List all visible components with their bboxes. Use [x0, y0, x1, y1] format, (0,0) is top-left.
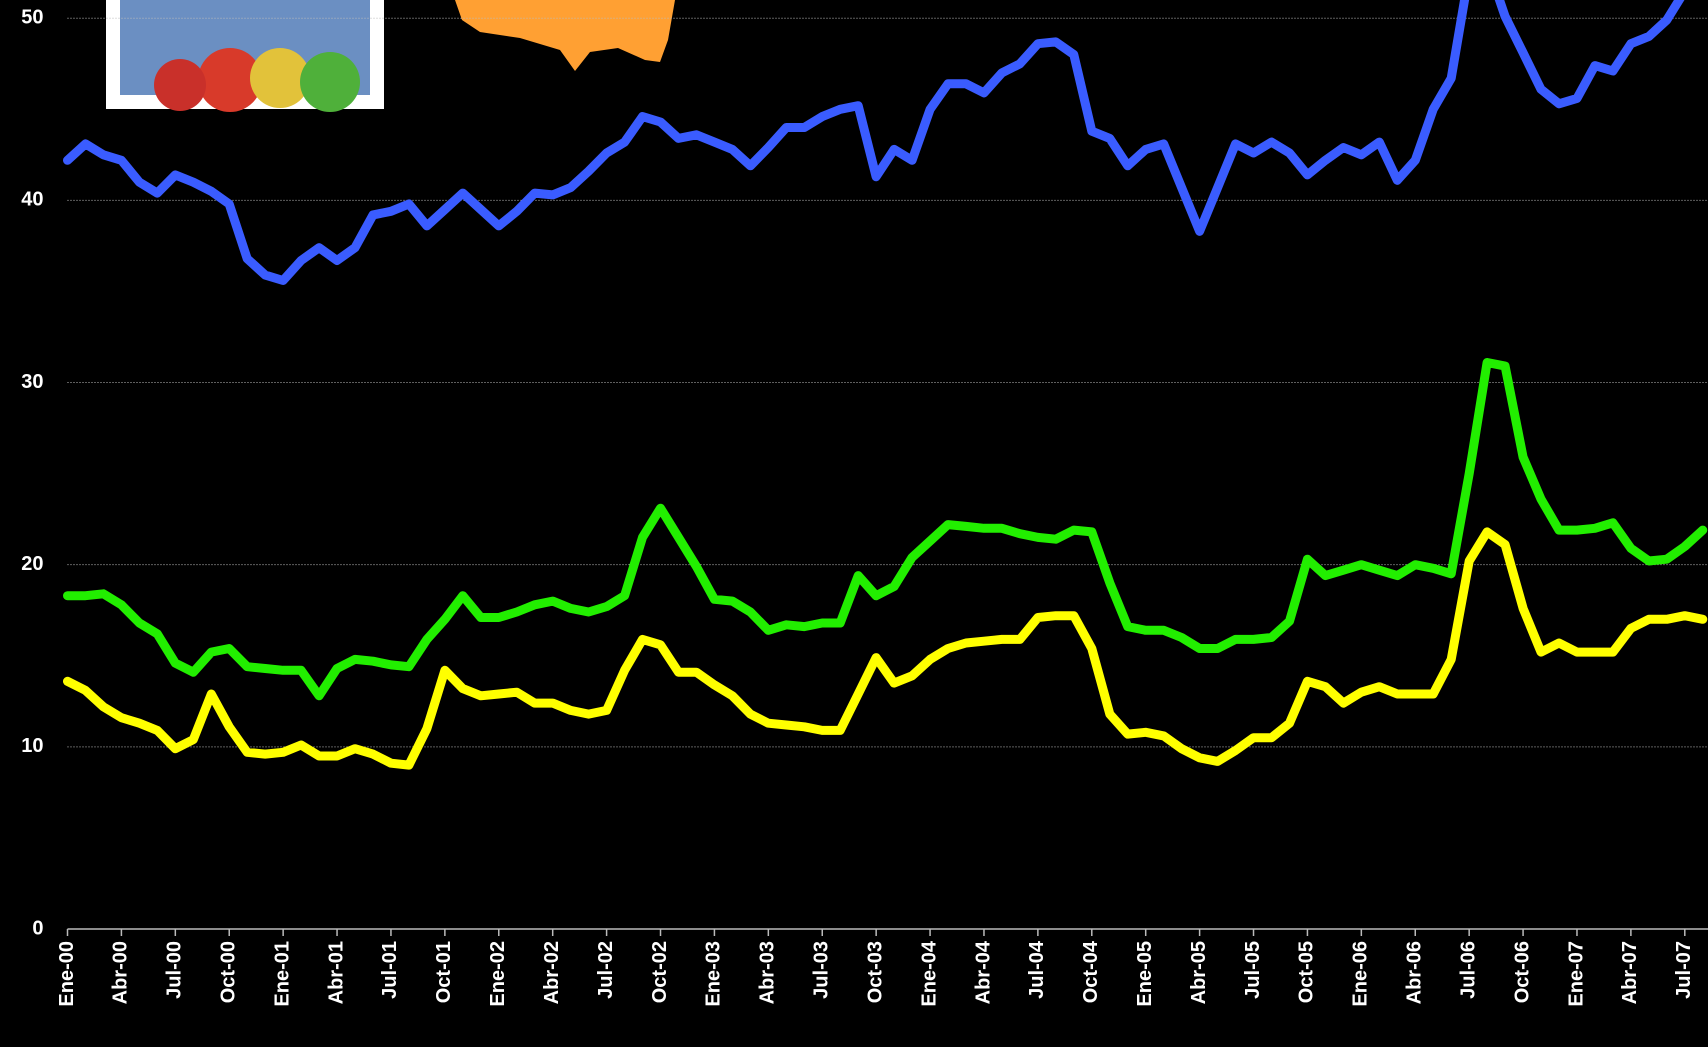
- x-tick-label: Jul-04: [1026, 940, 1048, 999]
- x-tick-label: Oct-00: [218, 941, 240, 1003]
- x-tick-label: Ene-01: [271, 941, 293, 1007]
- x-tick-label: Jul-07: [1673, 941, 1695, 999]
- x-tick-label: Oct-06: [1511, 941, 1533, 1003]
- x-tick-label: Jul-03: [811, 941, 833, 999]
- x-tick-label: Ene-00: [56, 941, 78, 1007]
- apple-box-picture: [106, 0, 384, 112]
- x-tick-label: Jul-00: [164, 941, 186, 999]
- x-tick-label: Oct-03: [864, 941, 886, 1003]
- y-tick-label: 20: [21, 553, 43, 575]
- y-tick-label: 10: [21, 735, 43, 757]
- x-tick-label: Oct-04: [1080, 940, 1102, 1003]
- x-tick-label: Ene-05: [1134, 941, 1156, 1007]
- x-tick-label: Oct-01: [433, 941, 455, 1003]
- x-tick-label: Jul-01: [379, 941, 401, 999]
- page: {"chart_data": {"type": "line", "categor…: [0, 0, 1708, 1047]
- y-tick-label: 40: [21, 189, 43, 211]
- x-tick-label: Abr-04: [972, 940, 994, 1004]
- y-tick-label: 30: [21, 371, 43, 393]
- x-tick-label: Abr-00: [110, 941, 132, 1004]
- x-tick-label: Oct-02: [649, 941, 671, 1003]
- x-tick-label: Ene-02: [487, 941, 509, 1007]
- x-tick-label: Abr-05: [1188, 941, 1210, 1004]
- x-tick-label: Abr-06: [1404, 941, 1426, 1004]
- x-tick-label: Jul-05: [1242, 941, 1264, 999]
- x-tick-label: Abr-07: [1619, 941, 1641, 1004]
- x-tick-label: Ene-07: [1565, 941, 1587, 1007]
- background: [0, 0, 1708, 1047]
- y-tick-label: 50: [21, 6, 43, 28]
- x-tick-label: Jul-06: [1457, 941, 1479, 999]
- x-tick-label: Jul-02: [595, 941, 617, 999]
- x-tick-label: Oct-05: [1296, 941, 1318, 1003]
- x-tick-label: Abr-02: [541, 941, 563, 1004]
- x-tick-label: Ene-03: [703, 941, 725, 1007]
- chart: 0 10 20 30 40 50 Ene-00 Abr-00 Jul-00 Oct-00 Ene-0…: [0, 0, 1708, 1047]
- x-tick-label: Abr-01: [325, 941, 347, 1004]
- x-tick-label: Abr-03: [757, 941, 779, 1004]
- x-tick-label: Ene-04: [918, 940, 940, 1006]
- y-tick-label: 0: [32, 917, 43, 939]
- x-tick-label: Ene-06: [1350, 941, 1372, 1007]
